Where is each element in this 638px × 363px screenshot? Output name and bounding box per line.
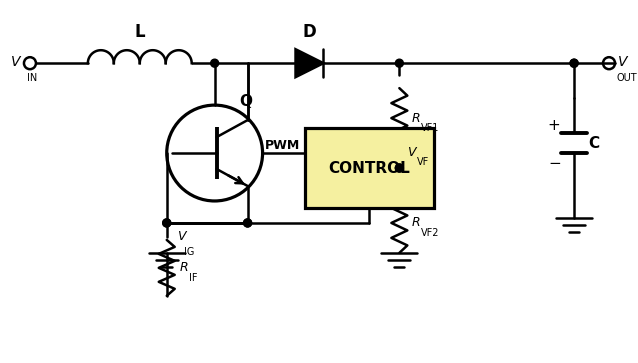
Text: D: D [302, 23, 316, 41]
Circle shape [244, 219, 251, 227]
Text: IN: IN [27, 73, 37, 83]
Text: C: C [588, 135, 599, 151]
Text: +: + [548, 118, 561, 132]
Polygon shape [295, 49, 323, 77]
Text: PWM: PWM [265, 139, 300, 152]
Text: $V$: $V$ [617, 55, 629, 69]
Text: OUT: OUT [617, 73, 637, 83]
Text: IG: IG [184, 247, 194, 257]
Text: $V$: $V$ [10, 55, 22, 69]
FancyBboxPatch shape [304, 128, 434, 208]
Circle shape [396, 164, 403, 172]
Text: VF1: VF1 [421, 123, 440, 133]
Text: $R$: $R$ [412, 216, 421, 229]
Circle shape [396, 59, 403, 67]
Text: L: L [135, 23, 145, 41]
Text: $R$: $R$ [179, 261, 188, 274]
Text: $V$: $V$ [177, 231, 188, 244]
Circle shape [570, 59, 578, 67]
Circle shape [396, 164, 403, 172]
Circle shape [163, 219, 171, 227]
Circle shape [163, 219, 171, 227]
Text: CONTROL: CONTROL [329, 160, 410, 176]
Text: Q: Q [240, 94, 253, 109]
Text: $-$: $-$ [547, 154, 561, 168]
Text: VF2: VF2 [421, 228, 440, 238]
Circle shape [211, 59, 219, 67]
Circle shape [244, 219, 251, 227]
Text: VF: VF [417, 157, 429, 167]
Text: $V$: $V$ [407, 146, 419, 159]
Circle shape [570, 59, 578, 67]
Text: IF: IF [189, 273, 197, 283]
Text: $R$: $R$ [412, 111, 421, 125]
